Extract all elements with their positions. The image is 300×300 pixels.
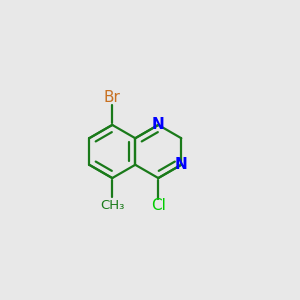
Text: Cl: Cl (151, 198, 166, 213)
Text: Br: Br (104, 90, 121, 105)
Text: CH₃: CH₃ (100, 199, 124, 212)
Text: N: N (152, 117, 165, 132)
Text: N: N (175, 157, 188, 172)
